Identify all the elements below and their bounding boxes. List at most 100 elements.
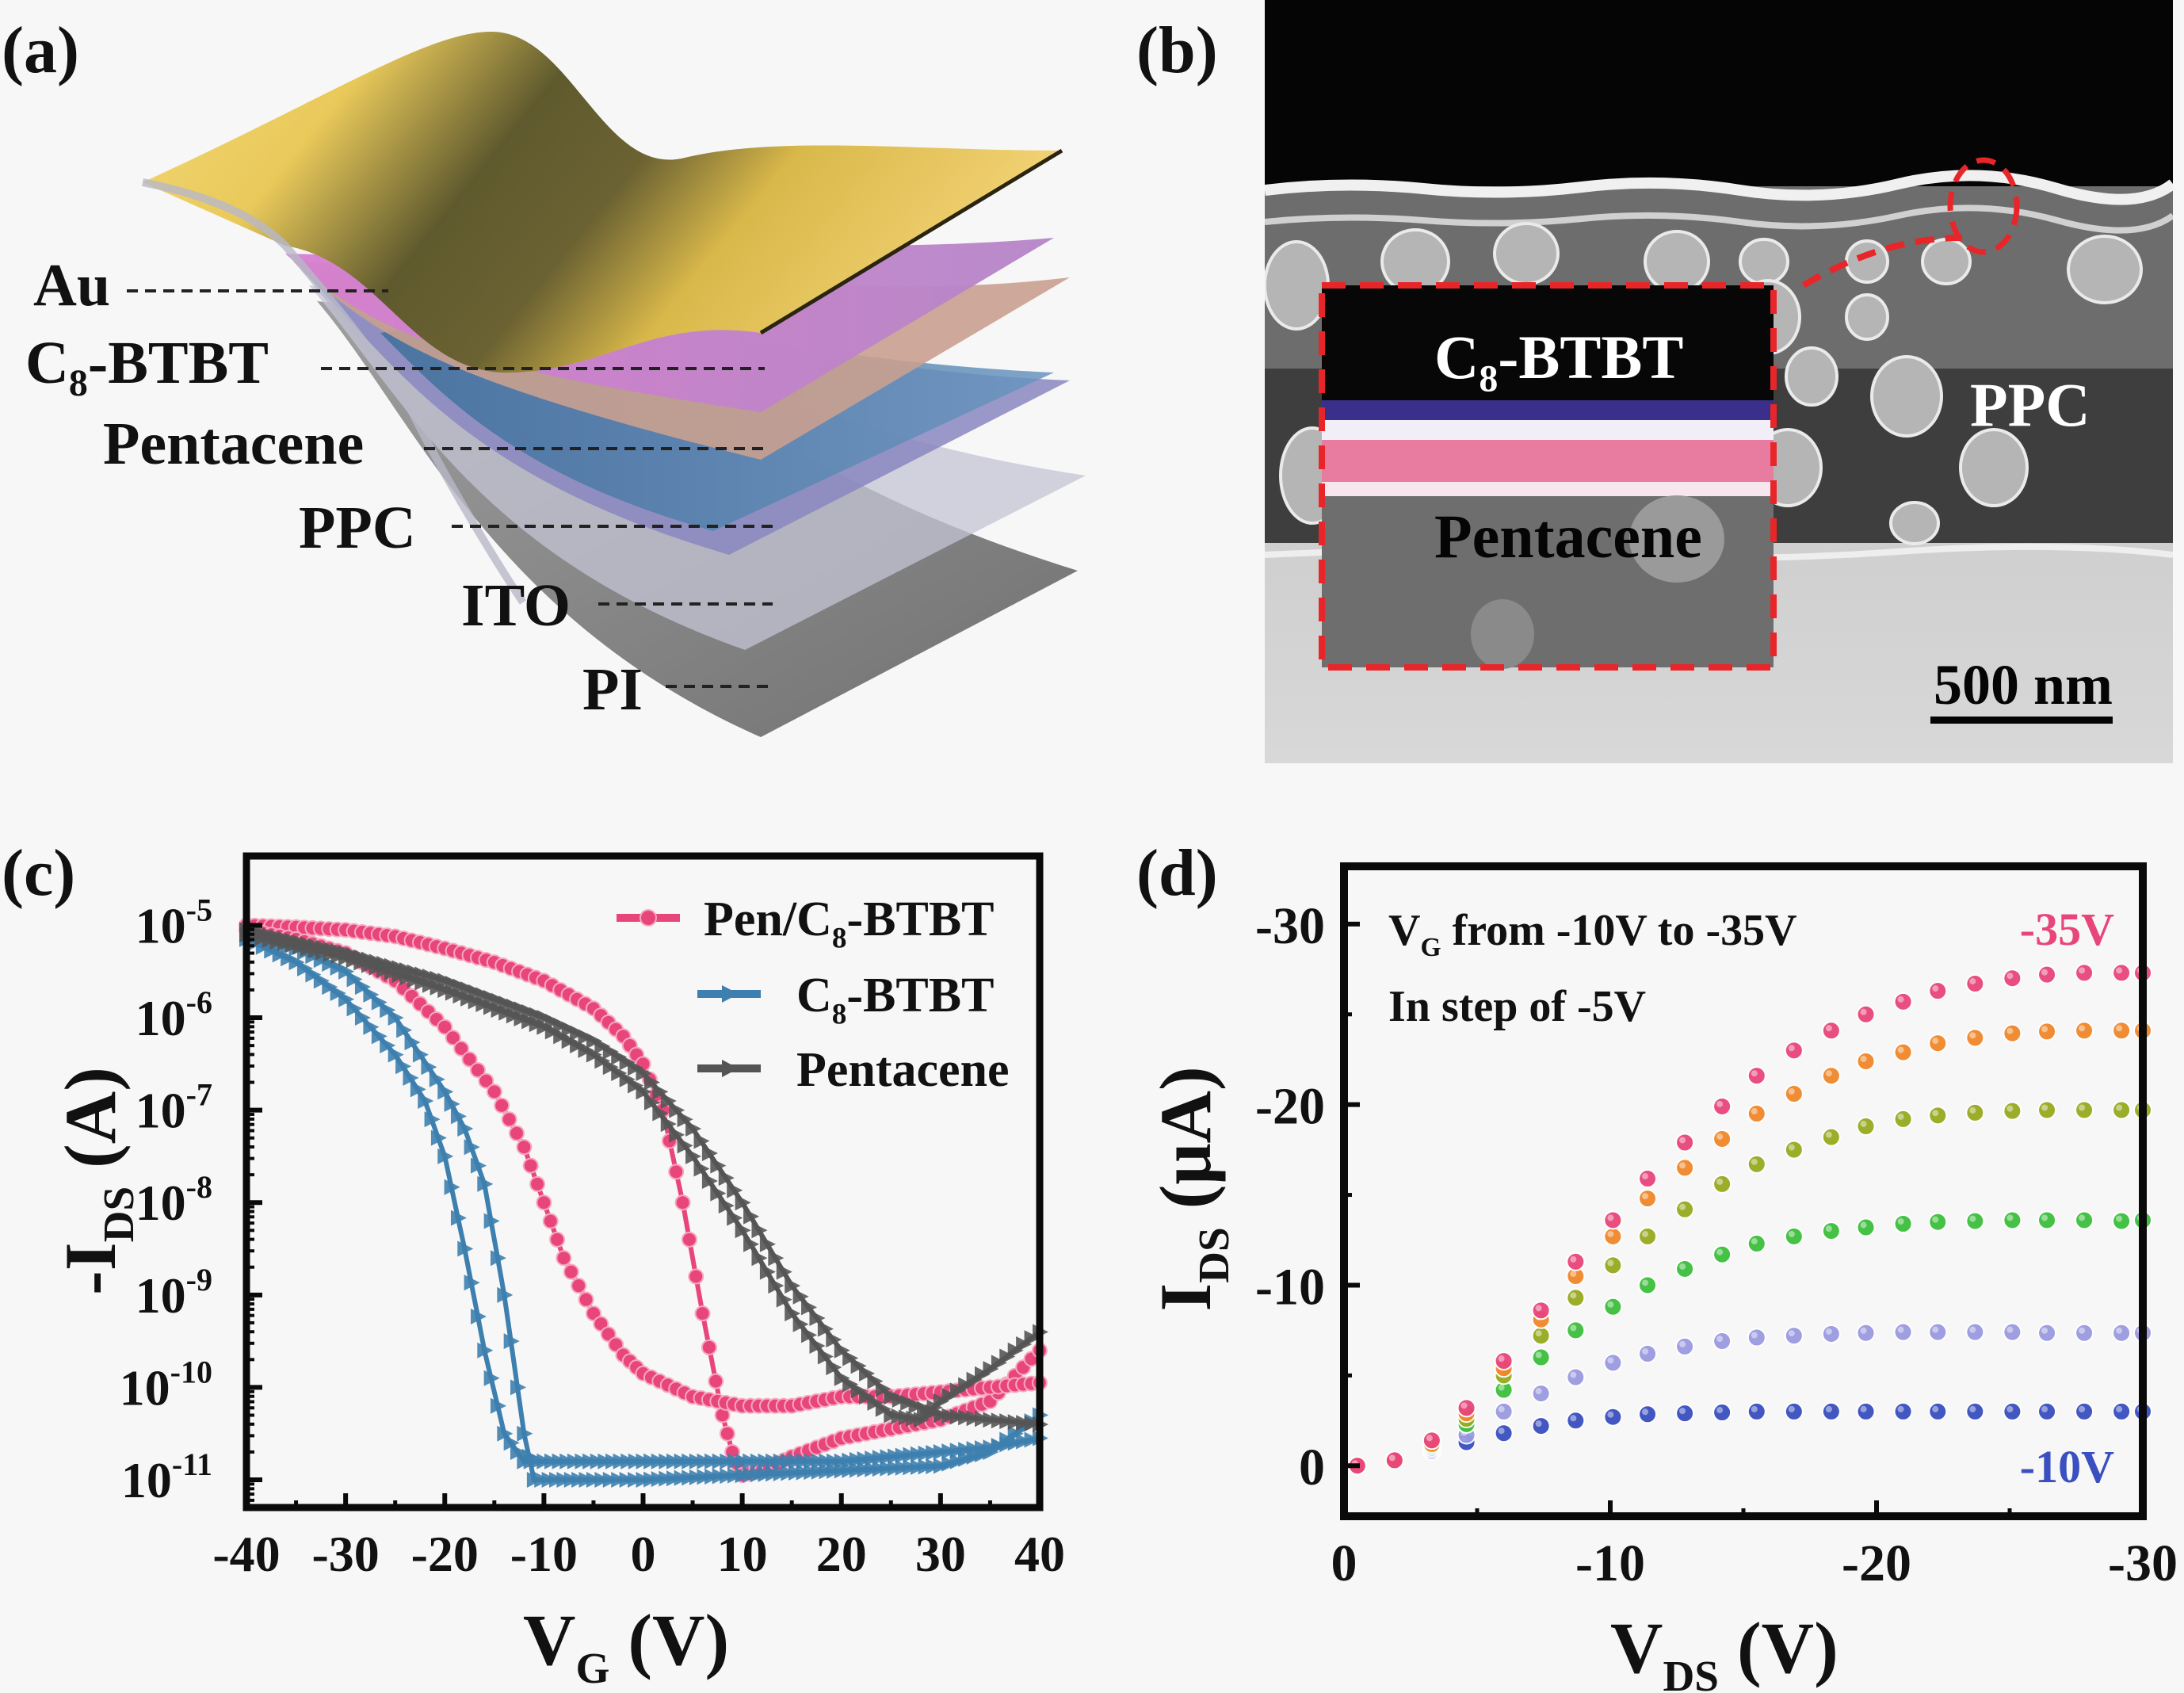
data-point xyxy=(2112,1401,2132,1421)
data-point xyxy=(1638,1226,1658,1246)
data-point xyxy=(510,1379,527,1396)
data-point-highlight xyxy=(2116,1215,2123,1222)
data-point-highlight xyxy=(2116,1025,2123,1032)
data-point xyxy=(941,1388,958,1404)
data-point xyxy=(1747,1234,1766,1254)
data-point xyxy=(1566,1320,1586,1340)
data-point xyxy=(1784,1084,1804,1103)
y-axis-label-main: -I xyxy=(50,1242,131,1294)
data-point xyxy=(1965,1028,1985,1048)
data-point xyxy=(1675,1259,1695,1278)
legend-label-main: C xyxy=(796,969,832,1022)
y-tick-label: 10-8 xyxy=(136,1169,212,1231)
data-point xyxy=(1821,1324,1841,1343)
data-point xyxy=(586,1472,602,1489)
data-point xyxy=(674,1194,691,1211)
data-point-highlight xyxy=(2006,973,2014,980)
data-point xyxy=(933,1458,949,1474)
data-point xyxy=(412,1046,429,1063)
data-point xyxy=(330,984,346,1001)
legend-label-main: Pen/C xyxy=(704,892,832,946)
data-point xyxy=(1928,1401,1948,1421)
data-point xyxy=(1821,1066,1841,1086)
data-point xyxy=(1566,1367,1586,1387)
series-pentacene xyxy=(239,922,1048,1433)
data-point-highlight xyxy=(2116,1327,2123,1334)
panel-d-label: (d) xyxy=(1136,836,1218,910)
data-point-highlight xyxy=(1788,1230,1795,1237)
data-point xyxy=(611,1472,628,1489)
data-point xyxy=(2037,1100,2057,1120)
data-point xyxy=(1712,1096,1732,1116)
data-point xyxy=(1893,1109,1913,1129)
data-point xyxy=(570,1025,586,1041)
data-point-highlight xyxy=(1897,1046,1904,1053)
y-axis-label: IDS (μA) xyxy=(1145,1066,1238,1311)
data-point-highlight xyxy=(1932,1216,1939,1223)
legend-label-rest: -BTBT xyxy=(846,969,994,1022)
data-point xyxy=(743,1208,760,1225)
data-point xyxy=(1422,1431,1441,1450)
scale-bar xyxy=(1930,717,2113,724)
data-point xyxy=(510,1444,527,1461)
data-point-highlight xyxy=(1679,1408,1686,1415)
data-point xyxy=(776,1291,792,1308)
data-point xyxy=(668,1164,685,1180)
data-point xyxy=(628,1060,644,1076)
data-point xyxy=(529,1175,546,1192)
data-point-highlight xyxy=(1535,1330,1542,1337)
data-point xyxy=(619,1472,636,1489)
data-point xyxy=(975,1446,991,1462)
layer-au xyxy=(143,32,1062,373)
legend-swatch-marker xyxy=(640,909,657,927)
data-point xyxy=(418,1092,434,1109)
data-point xyxy=(563,1263,579,1280)
legend-swatch-marker xyxy=(722,985,739,1003)
data-point-highlight xyxy=(2079,1104,2086,1111)
data-point xyxy=(975,1366,991,1382)
data-point xyxy=(444,1095,460,1112)
data-point xyxy=(457,1240,474,1257)
data-point xyxy=(346,1000,363,1017)
data-point-highlight xyxy=(1932,1405,1939,1412)
data-point xyxy=(477,1342,494,1359)
data-point xyxy=(792,1288,809,1305)
scale-bar-label: 500 nm xyxy=(1934,653,2113,717)
data-point xyxy=(693,1160,710,1177)
x-tick-label: 40 xyxy=(1014,1526,1065,1582)
annotation-step: In step of -5V xyxy=(1388,982,1646,1031)
data-point xyxy=(2075,1210,2094,1230)
x-axis-label-sub: DS xyxy=(1663,1652,1719,1693)
data-point xyxy=(2037,1022,2057,1041)
data-point xyxy=(1603,1297,1623,1317)
data-point-highlight xyxy=(2041,1026,2048,1033)
data-point xyxy=(363,986,380,1003)
data-point xyxy=(2075,1323,2094,1343)
y-tick-exp: -11 xyxy=(172,1447,212,1482)
data-point xyxy=(611,1049,628,1065)
data-point xyxy=(2037,1323,2057,1343)
data-point xyxy=(685,1148,702,1164)
x-tick-label: -40 xyxy=(212,1526,280,1582)
data-point xyxy=(949,1443,966,1459)
data-point xyxy=(1821,1021,1841,1041)
data-point xyxy=(2112,1021,2132,1041)
data-point-highlight xyxy=(2006,1405,2014,1412)
data-point xyxy=(578,1041,594,1058)
data-point xyxy=(272,946,288,963)
data-point-highlight xyxy=(1788,1144,1795,1151)
x-axis-label-rest: (V) xyxy=(609,1599,729,1680)
data-point xyxy=(1531,1384,1551,1404)
data-point-highlight xyxy=(2079,1327,2086,1334)
data-point xyxy=(571,1278,587,1294)
data-point xyxy=(1531,1301,1551,1320)
data-point xyxy=(966,1410,983,1427)
data-point-highlight xyxy=(1642,1408,1649,1416)
y-tick-exp: -7 xyxy=(186,1077,212,1113)
data-point xyxy=(718,1198,735,1214)
data-point-highlight xyxy=(2006,1326,2014,1333)
data-point xyxy=(681,1231,697,1248)
data-point-highlight xyxy=(1642,1348,1649,1355)
data-point-highlight xyxy=(1716,1133,1724,1140)
data-point xyxy=(983,1361,999,1378)
